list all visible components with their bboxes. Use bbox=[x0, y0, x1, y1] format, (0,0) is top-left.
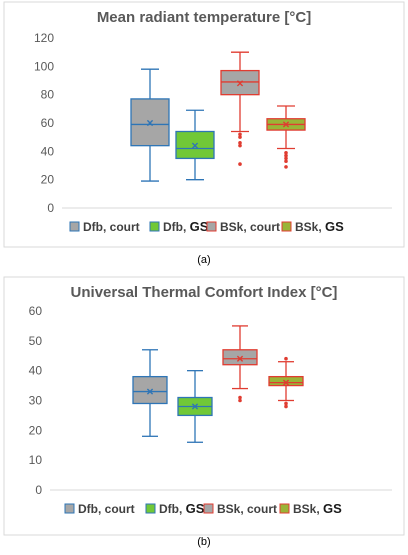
chart-2-y-tick-label: 0 bbox=[35, 483, 42, 497]
chart-2-outlier-point bbox=[284, 356, 288, 361]
chart-2-legend-label: Dfb, court bbox=[78, 502, 135, 516]
chart-1-box-1 bbox=[130, 68, 170, 182]
chart-2-panel-label: (b) bbox=[197, 536, 210, 548]
chart-2-box-1 bbox=[132, 349, 168, 437]
chart-2-box-4 bbox=[268, 356, 304, 409]
chart-1-outlier-point bbox=[238, 132, 242, 137]
chart-2-mean-marker bbox=[236, 355, 244, 362]
chart-1-y-tick-label: 120 bbox=[34, 31, 54, 45]
chart-1-legend-swatch bbox=[69, 221, 80, 232]
chart-2-box-2 bbox=[177, 370, 213, 443]
chart-1-title: Mean radiant temperature [°C] bbox=[97, 9, 311, 26]
chart-2-outlier-point bbox=[284, 401, 288, 406]
chart-2-legend-label: BSk, GS bbox=[293, 501, 342, 516]
chart-1-panel-label: (a) bbox=[197, 254, 210, 266]
chart-2-legend-swatch bbox=[203, 503, 214, 514]
chart-2-box-body bbox=[222, 349, 258, 366]
chart-2-y-tick-label: 40 bbox=[29, 364, 43, 378]
chart-1-legend-swatch bbox=[281, 221, 292, 232]
chart-2-legend-label: BSk, court bbox=[217, 502, 277, 516]
chart-2-legend-label-bold: GS bbox=[323, 501, 342, 516]
chart-2-outlier-point bbox=[238, 398, 242, 403]
chart-2-legend-label-text: Dfb, court bbox=[78, 502, 135, 516]
chart-1-legend-swatch bbox=[206, 221, 217, 232]
chart-1-y-tick-label: 60 bbox=[41, 116, 55, 130]
chart-1-legend-label-text: BSk, bbox=[295, 220, 325, 234]
chart-1-outlier-point bbox=[238, 143, 242, 148]
chart-1-outlier-point bbox=[238, 141, 242, 145]
chart-2-legend-label-bold: GS bbox=[186, 501, 205, 516]
chart-2-legend-label-text: BSk, bbox=[293, 502, 323, 516]
chart-1-legend-label-text: Dfb, bbox=[163, 220, 190, 234]
chart-2-y-tick-label: 50 bbox=[29, 334, 43, 348]
chart-1-outlier-point bbox=[284, 150, 288, 155]
chart-2-y-tick-label: 20 bbox=[29, 423, 43, 437]
chart-1: Mean radiant temperature [°C] 0 20 40 60 80 10… bbox=[3, 1, 405, 266]
chart-2: Universal Thermal Comfort Index [°C] 0 10 2… bbox=[3, 276, 405, 548]
chart-2-legend-label-text: Dfb, bbox=[159, 502, 186, 516]
chart-1-legend-label: Dfb, court bbox=[83, 220, 140, 234]
chart-2-legend-swatch bbox=[64, 503, 75, 514]
chart-2-box-3 bbox=[222, 325, 258, 403]
chart-1-mean-marker bbox=[146, 119, 154, 127]
chart-2-y-tick-label: 30 bbox=[29, 394, 43, 408]
chart-2-legend-label: Dfb, GS bbox=[159, 501, 205, 516]
chart-1-outlier-point bbox=[284, 159, 288, 164]
chart-1-mean-marker bbox=[236, 80, 244, 87]
chart-1-legend-label-text: Dfb, court bbox=[83, 220, 140, 234]
chart-1-mean-marker bbox=[191, 142, 199, 149]
chart-1-frame bbox=[3, 1, 405, 248]
chart-1-outlier-point bbox=[284, 165, 288, 169]
chart-1-legend-label: BSk, GS bbox=[295, 219, 344, 234]
chart-1-box-3 bbox=[220, 51, 260, 166]
chart-1-y-tick-label: 20 bbox=[41, 173, 55, 187]
chart-2-legend-swatch bbox=[145, 503, 156, 514]
chart-2-mean-marker bbox=[191, 403, 199, 410]
chart-1-y-tick-label: 0 bbox=[47, 201, 54, 215]
chart-1-outlier-point bbox=[284, 153, 288, 158]
chart-1-legend-label-bold: GS bbox=[325, 219, 344, 234]
chart-2-outlier-point bbox=[284, 404, 288, 409]
chart-1-legend-label-bold: GS bbox=[190, 219, 209, 234]
chart-1-mean-marker bbox=[282, 121, 290, 128]
chart-1-legend-label: Dfb, GS bbox=[163, 219, 209, 234]
chart-1-outlier-point bbox=[284, 156, 288, 161]
chart-1-legend-label: BSk, court bbox=[220, 220, 280, 234]
chart-2-legend-swatch bbox=[279, 503, 290, 514]
chart-1-legend-label-text: BSk, court bbox=[220, 220, 280, 234]
chart-1-box-2 bbox=[175, 109, 215, 181]
chart-1-outlier-point bbox=[238, 135, 242, 139]
chart-2-box-body bbox=[132, 375, 168, 405]
chart-1-outlier-point bbox=[238, 162, 242, 166]
chart-2-legend-label-text: BSk, court bbox=[217, 502, 277, 516]
chart-1-y-tick-label: 40 bbox=[41, 144, 55, 158]
chart-2-box-body bbox=[268, 375, 304, 387]
chart-2-y-tick-label: 60 bbox=[29, 304, 43, 318]
chart-2-mean-marker bbox=[146, 388, 154, 395]
chart-2-title: Universal Thermal Comfort Index [°C] bbox=[71, 284, 338, 301]
chart-1-legend-swatch bbox=[149, 221, 160, 232]
chart-2-y-tick-label: 10 bbox=[29, 453, 43, 467]
chart-1-y-tick-label: 80 bbox=[41, 88, 55, 102]
chart-1-box-4 bbox=[266, 105, 306, 169]
chart-1-y-tick-label: 100 bbox=[34, 59, 54, 73]
chart-2-outlier-point bbox=[238, 395, 242, 400]
chart-2-mean-marker bbox=[282, 379, 290, 386]
